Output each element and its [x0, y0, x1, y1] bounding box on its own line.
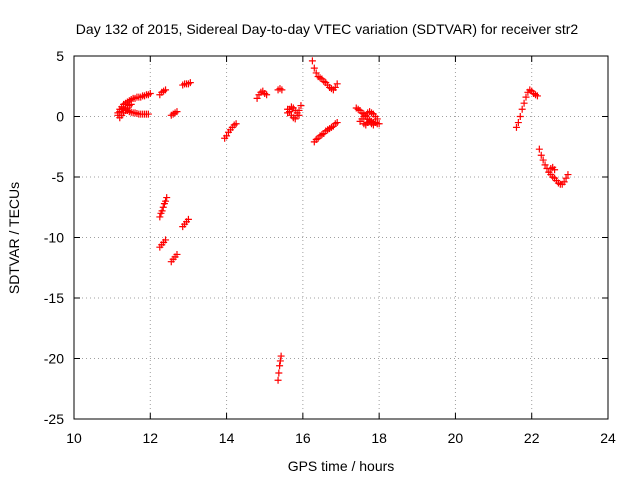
x-tick-label: 20 — [448, 430, 464, 446]
data-points — [114, 57, 572, 384]
data-point — [551, 166, 559, 174]
y-tick-label: 0 — [56, 109, 64, 125]
series-arc-w — [535, 145, 572, 188]
data-point — [520, 99, 528, 107]
series-arc-l — [253, 87, 271, 102]
data-point — [232, 120, 240, 128]
data-point — [162, 236, 170, 244]
series-arc-q — [308, 57, 341, 94]
data-point — [274, 376, 282, 384]
data-point — [564, 171, 572, 179]
chart-title: Day 132 of 2015, Sidereal Day-to-day VTE… — [76, 21, 579, 37]
series-arc-r — [310, 119, 341, 146]
series-arc-u — [360, 117, 377, 129]
series-arc-e — [167, 108, 181, 119]
series-arc-a — [114, 90, 154, 117]
data-point — [373, 115, 381, 123]
data-point — [331, 83, 339, 91]
data-point — [560, 178, 568, 186]
x-tick-label: 24 — [600, 430, 616, 446]
data-point — [276, 362, 284, 370]
data-point — [308, 57, 316, 65]
data-point — [310, 64, 318, 72]
axis-ticks: 10 12 14 16 18 20 22 24 -25 -20 -15 -10 -5 0 5 — [44, 48, 616, 446]
x-tick-label: 12 — [142, 430, 158, 446]
data-point — [173, 250, 181, 258]
data-point — [156, 213, 164, 221]
y-tick-label: -5 — [52, 169, 65, 185]
data-point — [223, 132, 231, 140]
data-point — [522, 93, 530, 101]
y-axis-label: SDTVAR / TECUs — [6, 182, 22, 294]
series-arc-h — [156, 236, 170, 251]
data-point — [291, 115, 299, 123]
data-point — [369, 121, 377, 129]
data-point — [295, 111, 303, 119]
x-tick-label: 10 — [66, 430, 82, 446]
series-arc-f — [179, 79, 194, 89]
data-point — [537, 151, 545, 159]
series-arc-d — [156, 86, 170, 99]
series-arc-n — [274, 352, 285, 384]
x-tick-label: 16 — [295, 430, 311, 446]
data-point — [312, 69, 320, 77]
data-point — [162, 197, 170, 205]
data-point — [545, 168, 553, 176]
x-axis-label: GPS time / hours — [288, 458, 395, 474]
data-point — [127, 100, 135, 108]
data-point — [533, 92, 541, 100]
series-arc-v — [512, 86, 541, 131]
data-point — [297, 102, 305, 110]
series-arc-j — [179, 215, 192, 231]
data-point — [163, 194, 171, 202]
data-point — [375, 120, 383, 128]
series-arc-c — [116, 100, 135, 122]
data-point — [275, 369, 283, 377]
series-arc-p — [284, 103, 303, 119]
data-point — [144, 110, 152, 118]
series-arc-x — [545, 163, 559, 176]
data-point — [278, 86, 286, 94]
data-point — [535, 145, 543, 153]
data-point — [562, 174, 570, 182]
data-point — [277, 352, 285, 360]
data-point — [518, 105, 526, 113]
data-point — [159, 203, 167, 211]
data-point — [541, 161, 549, 169]
data-point — [333, 80, 341, 88]
data-point — [162, 86, 170, 94]
data-point — [184, 215, 192, 223]
data-point — [333, 119, 341, 127]
series-arc-k — [221, 120, 240, 142]
data-point — [284, 109, 292, 117]
data-point — [146, 90, 154, 98]
data-point — [512, 123, 520, 131]
series-arc-i — [167, 250, 181, 266]
data-point — [186, 79, 194, 87]
series-arc-t — [356, 108, 381, 125]
data-point — [276, 357, 284, 365]
y-tick-label: -15 — [44, 290, 64, 306]
data-point — [516, 113, 524, 120]
grid-lines — [74, 56, 608, 419]
x-tick-label: 18 — [371, 430, 387, 446]
x-tick-label: 14 — [219, 430, 235, 446]
series-arc-m — [274, 85, 286, 94]
y-tick-label: -20 — [44, 351, 64, 367]
data-point — [263, 91, 271, 99]
data-point — [539, 156, 547, 164]
data-point — [173, 108, 181, 116]
data-point — [158, 207, 166, 215]
data-point — [514, 119, 522, 127]
y-tick-label: -25 — [44, 411, 64, 427]
y-tick-label: -10 — [44, 230, 64, 246]
series-arc-g — [156, 194, 171, 221]
y-tick-label: 5 — [56, 48, 64, 64]
x-tick-label: 22 — [524, 430, 540, 446]
data-point — [253, 94, 261, 102]
